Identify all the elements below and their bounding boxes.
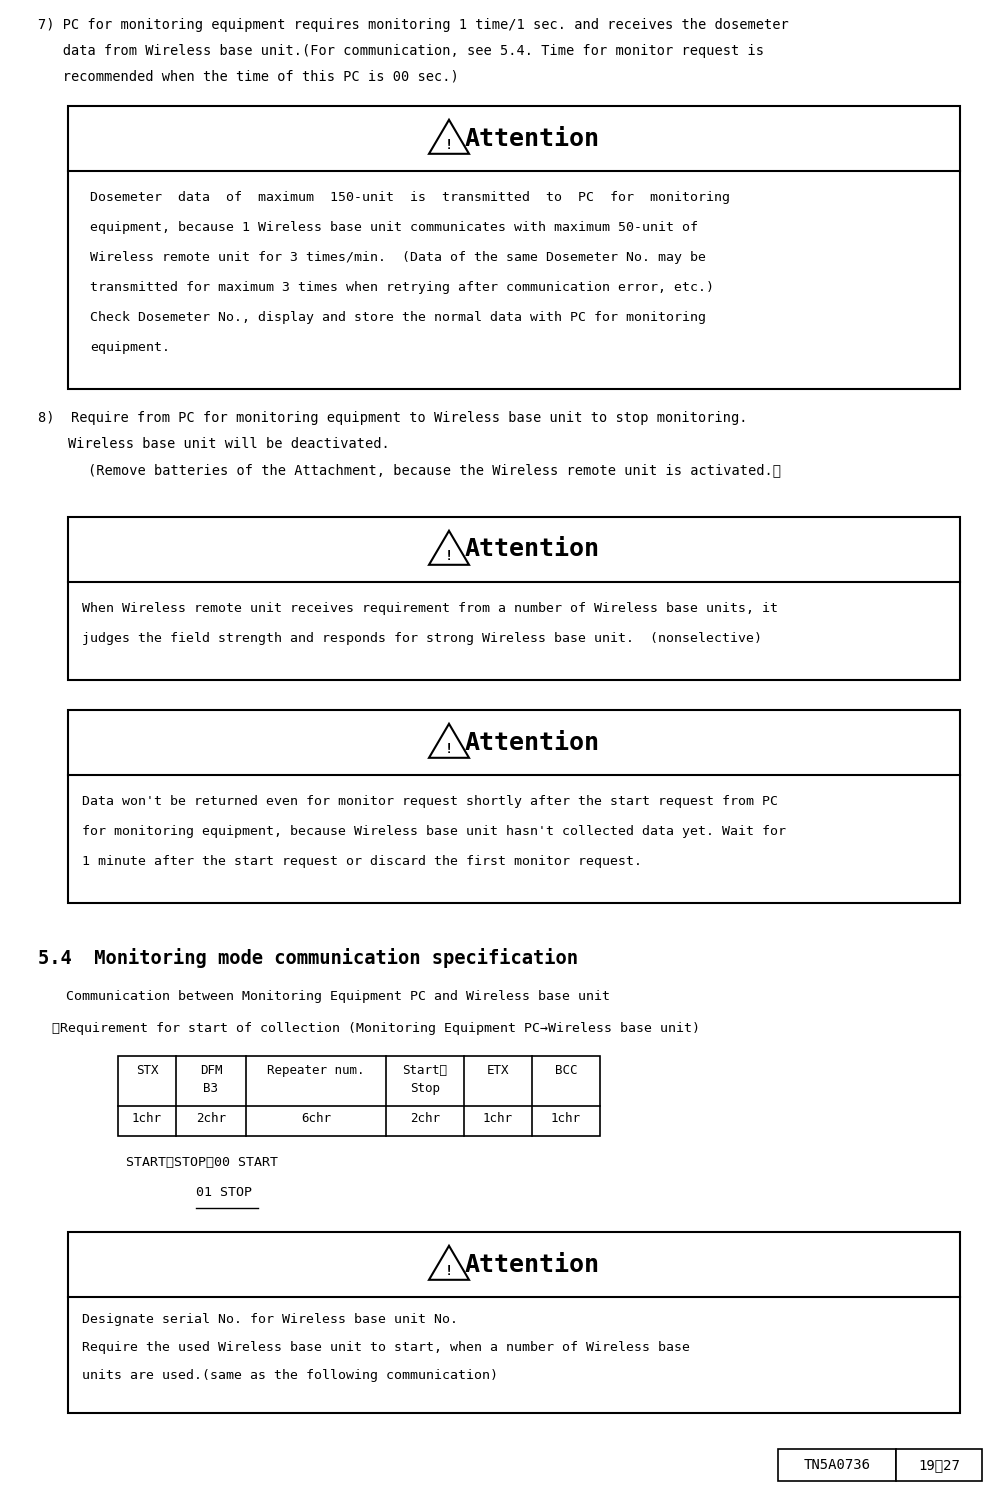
Text: equipment, because 1 Wireless base unit communicates with maximum 50-unit of: equipment, because 1 Wireless base unit … — [90, 221, 698, 235]
Text: judges the field strength and responds for strong Wireless base unit.  (nonselec: judges the field strength and responds f… — [82, 632, 762, 644]
Text: Stop: Stop — [410, 1082, 440, 1094]
Text: 2chr: 2chr — [410, 1112, 440, 1126]
Text: for monitoring equipment, because Wireless base unit hasn't collected data yet. : for monitoring equipment, because Wirele… — [82, 825, 786, 839]
Bar — [778, 1449, 896, 1482]
Polygon shape — [429, 531, 469, 565]
Text: B3: B3 — [203, 1082, 218, 1094]
Bar — [68, 106, 960, 389]
Text: DFM: DFM — [199, 1064, 222, 1076]
Polygon shape — [429, 724, 469, 758]
Text: Attention: Attention — [464, 1253, 599, 1277]
Text: Repeater num.: Repeater num. — [267, 1064, 365, 1076]
Text: TN5A0736: TN5A0736 — [804, 1458, 871, 1473]
Text: units are used.(same as the following communication): units are used.(same as the following co… — [82, 1369, 498, 1381]
Text: 5.4  Monitoring mode communication specification: 5.4 Monitoring mode communication specif… — [38, 948, 578, 967]
Text: transmitted for maximum 3 times when retrying after communication error, etc.): transmitted for maximum 3 times when ret… — [90, 281, 714, 295]
Text: Wireless remote unit for 3 times/min.  (Data of the same Dosemeter No. may be: Wireless remote unit for 3 times/min. (D… — [90, 251, 706, 265]
Text: BCC: BCC — [555, 1064, 577, 1076]
Text: 2chr: 2chr — [196, 1112, 226, 1126]
Text: 1chr: 1chr — [132, 1112, 162, 1126]
Text: Attention: Attention — [464, 731, 599, 755]
Text: Designate serial No. for Wireless base unit No.: Designate serial No. for Wireless base u… — [82, 1313, 458, 1326]
Text: Attention: Attention — [464, 127, 599, 151]
Text: STX: STX — [136, 1064, 159, 1076]
Polygon shape — [429, 120, 469, 154]
Text: equipment.: equipment. — [90, 341, 170, 354]
Text: Dosemeter  data  of  maximum  150-unit  is  transmitted  to  PC  for  monitoring: Dosemeter data of maximum 150-unit is tr… — [90, 191, 730, 203]
Text: 6chr: 6chr — [301, 1112, 331, 1126]
Text: !: ! — [444, 549, 453, 564]
Bar — [68, 1232, 960, 1413]
Text: Start／: Start／ — [403, 1064, 447, 1076]
Text: 7) PC for monitoring equipment requires monitoring 1 time/1 sec. and receives th: 7) PC for monitoring equipment requires … — [38, 18, 789, 31]
Text: When Wireless remote unit receives requirement from a number of Wireless base un: When Wireless remote unit receives requi… — [82, 602, 778, 614]
Text: data from Wireless base unit.(For communication, see 5.4. Time for monitor reque: data from Wireless base unit.(For commun… — [38, 43, 764, 58]
Text: ETX: ETX — [487, 1064, 509, 1076]
Text: !: ! — [444, 743, 453, 756]
Text: (Remove batteries of the Attachment, because the Wireless remote unit is activat: (Remove batteries of the Attachment, bec… — [88, 463, 781, 477]
Polygon shape — [429, 1245, 469, 1280]
Bar — [68, 517, 960, 680]
Text: Communication between Monitoring Equipment PC and Wireless base unit: Communication between Monitoring Equipme… — [66, 990, 610, 1003]
Text: ・Requirement for start of collection (Monitoring Equipment PC→Wireless base unit: ・Requirement for start of collection (Mo… — [52, 1023, 700, 1035]
Text: 1chr: 1chr — [483, 1112, 513, 1126]
Text: !: ! — [444, 139, 453, 152]
Text: 1chr: 1chr — [551, 1112, 581, 1126]
Bar — [896, 1449, 982, 1482]
Text: START／STOP：00 START: START／STOP：00 START — [126, 1156, 278, 1169]
Text: Require the used Wireless base unit to start, when a number of Wireless base: Require the used Wireless base unit to s… — [82, 1341, 690, 1354]
Text: 8)  Require from PC for monitoring equipment to Wireless base unit to stop monit: 8) Require from PC for monitoring equipm… — [38, 411, 748, 425]
Text: 01 STOP: 01 STOP — [196, 1186, 252, 1199]
Text: recommended when the time of this PC is 00 sec.): recommended when the time of this PC is … — [38, 70, 458, 84]
Text: Check Dosemeter No., display and store the normal data with PC for monitoring: Check Dosemeter No., display and store t… — [90, 311, 706, 324]
Text: 19／27: 19／27 — [918, 1458, 960, 1473]
Text: Data won't be returned even for monitor request shortly after the start request : Data won't be returned even for monitor … — [82, 795, 778, 807]
Text: Wireless base unit will be deactivated.: Wireless base unit will be deactivated. — [68, 437, 390, 451]
Bar — [68, 710, 960, 903]
Text: 1 minute after the start request or discard the first monitor request.: 1 minute after the start request or disc… — [82, 855, 642, 869]
Text: !: ! — [444, 1265, 453, 1278]
Text: Attention: Attention — [464, 538, 599, 562]
Bar — [118, 1055, 600, 1136]
